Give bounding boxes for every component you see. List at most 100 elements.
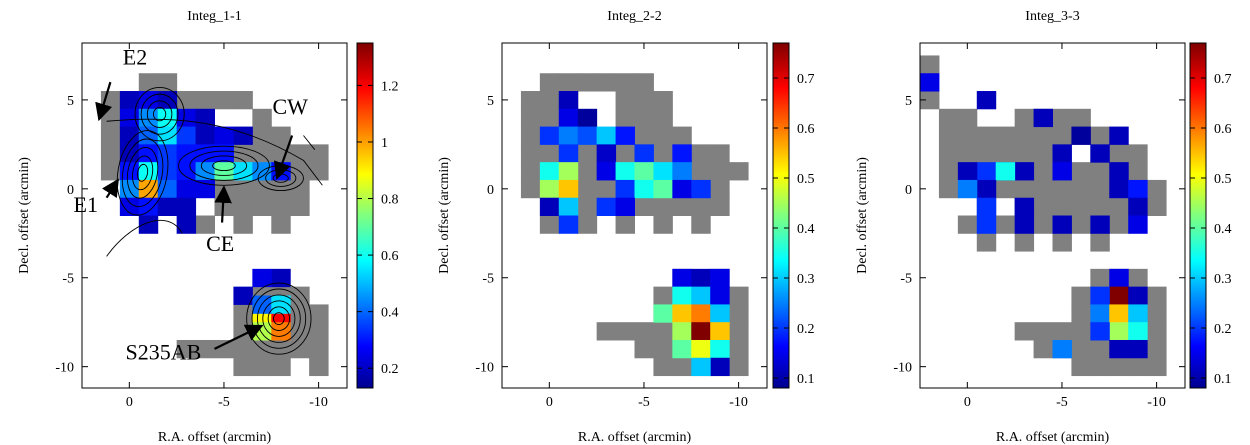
x-tick-label: -10: [729, 395, 748, 410]
data-cell: [539, 162, 560, 181]
annotation-arrow: [95, 81, 113, 122]
y-axis-label: Decl. offset (arcmin): [855, 157, 870, 274]
data-cell: [672, 162, 692, 181]
data-cell: [1052, 144, 1072, 163]
grey-cell: [252, 108, 272, 128]
colorbar: 0.1 0.2 0.3 0.4 0.5 0.6 0.7: [1189, 42, 1232, 389]
data-cell: [710, 268, 730, 288]
grey-cell: [938, 162, 959, 181]
grey-cell: [290, 197, 310, 216]
grey-cell: [271, 144, 291, 163]
data-cell: [577, 108, 598, 128]
data-cell: [558, 144, 579, 163]
grey-cell: [233, 339, 253, 359]
plot-frame: [919, 42, 1186, 389]
grey-cell: [577, 197, 598, 216]
grey-cell: [1109, 357, 1129, 377]
y-tick-label: 0: [487, 183, 494, 198]
contour-line: [116, 130, 169, 216]
colorbar-tick-label: 0.7: [797, 72, 815, 87]
data-cell: [634, 144, 654, 163]
grey-cell: [1090, 233, 1110, 252]
grey-cell: [596, 73, 617, 92]
colorbar-tick-label: 0.3: [797, 272, 815, 287]
y-tick-label: 5: [905, 94, 912, 109]
grey-cell: [1090, 126, 1110, 145]
grey-cell: [100, 144, 121, 163]
data-cell: [176, 215, 197, 234]
data-cell: [119, 126, 140, 145]
data-cell: [1014, 197, 1035, 216]
data-cell: [1109, 304, 1129, 323]
y-tick-label: -5: [62, 272, 74, 287]
grey-cell: [100, 108, 121, 128]
grey-cell: [653, 144, 673, 163]
grey-cell: [976, 144, 997, 163]
data-cell: [976, 91, 997, 110]
grey-cell: [729, 357, 749, 377]
grey-cell: [195, 91, 215, 110]
grey-cell: [520, 108, 541, 128]
colorbar-gradient: [772, 42, 790, 389]
data-cell: [157, 91, 178, 110]
data-cell: [976, 179, 997, 199]
colorbar: 0.2 0.4 0.6 0.8 1 1.2: [356, 42, 399, 389]
panel-title: Integ_1-1: [187, 9, 241, 24]
heatmap-cells: [520, 73, 749, 377]
grey-cell: [271, 357, 291, 377]
grey-cell: [1090, 357, 1110, 377]
data-cell: [195, 126, 215, 145]
grey-cell: [596, 179, 617, 199]
x-tick-label: 0: [546, 395, 553, 410]
grey-cell: [938, 179, 959, 199]
data-cell: [1090, 322, 1110, 341]
grey-cell: [539, 73, 560, 92]
data-cell: [252, 268, 272, 288]
contour-line: [106, 219, 183, 257]
grey-cell: [995, 144, 1016, 163]
y-tick-label: 0: [905, 183, 912, 198]
grey-cell: [309, 162, 329, 181]
data-cell: [1090, 286, 1110, 305]
data-cell: [1109, 179, 1129, 199]
grey-cell: [1033, 197, 1053, 216]
grey-cell: [176, 339, 197, 359]
grey-cell: [1014, 108, 1035, 128]
x-tick-label: -10: [1147, 395, 1166, 410]
colorbar-tick-label: 0.5: [1214, 172, 1232, 187]
grey-cell: [1071, 304, 1091, 323]
grey-cell: [233, 215, 253, 234]
grey-cell: [252, 357, 272, 377]
contour-line: [153, 107, 167, 122]
annotations: E2 CW E1 CE S235AB: [74, 44, 309, 364]
data-cell: [691, 268, 711, 288]
y-tick-label: -10: [893, 361, 912, 376]
panel-2: 0 -5 -10 5 0 -5 -10 Integ_2-2 R.A. offset (arcmi…: [437, 9, 815, 445]
grey-cell: [520, 144, 541, 163]
data-cell: [558, 108, 579, 128]
y-tick-label: -5: [482, 272, 494, 287]
data-cell: [176, 108, 197, 128]
colorbar-tick-label: 0.2: [1214, 322, 1232, 337]
grey-cell: [976, 126, 997, 145]
colorbar-tick-label: 0.6: [381, 249, 399, 264]
colorbar-tick-label: 0.5: [797, 172, 815, 187]
grey-cell: [634, 73, 654, 92]
grey-cell: [729, 286, 749, 305]
data-cell: [558, 215, 579, 234]
data-cell: [1052, 339, 1072, 359]
data-cell: [615, 162, 635, 181]
contour-line: [131, 155, 154, 191]
grey-cell: [995, 179, 1016, 199]
data-cell: [119, 108, 140, 128]
grey-cell: [691, 215, 711, 234]
grey-cell: [634, 108, 654, 128]
colorbar-tick-label: 0.1: [797, 372, 815, 387]
annotation-label: S235AB: [125, 340, 201, 365]
colorbar: 0.1 0.2 0.3 0.4 0.5 0.6 0.7: [772, 42, 815, 389]
grey-cell: [539, 215, 560, 234]
colorbar-tick-label: 1.2: [381, 79, 399, 94]
contours: [106, 87, 323, 355]
grey-cell: [309, 304, 329, 323]
data-cell: [596, 162, 617, 181]
